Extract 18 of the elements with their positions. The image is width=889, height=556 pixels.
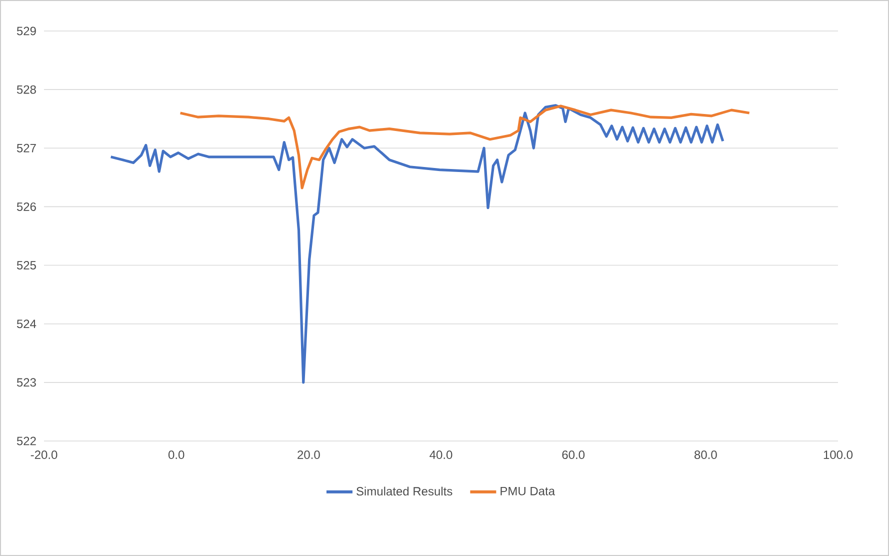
- y-tick-label: 528: [16, 85, 36, 94]
- x-tick-label: 40.0: [430, 450, 452, 460]
- y-tick-label: 523: [16, 378, 36, 387]
- legend-label: Simulated Results: [356, 486, 452, 496]
- x-tick-label: 80.0: [694, 450, 717, 460]
- x-tick-label: 60.0: [562, 450, 585, 460]
- x-tick-label: 100.0: [824, 450, 853, 460]
- y-tick-label: 524: [16, 320, 36, 328]
- y-tick-label: 529: [16, 26, 36, 36]
- y-tick-label: 525: [16, 261, 36, 270]
- x-tick-label: 0.0: [168, 450, 184, 460]
- y-tick-label: 526: [16, 202, 36, 211]
- x-tick-label: 20.0: [298, 450, 320, 460]
- x-tick-label: -20.0: [30, 450, 58, 460]
- y-tick-label: 522: [16, 436, 36, 446]
- y-tick-label: 527: [16, 144, 36, 152]
- line-series: [179, 104, 751, 190]
- legend-label: PMU Data: [500, 486, 556, 496]
